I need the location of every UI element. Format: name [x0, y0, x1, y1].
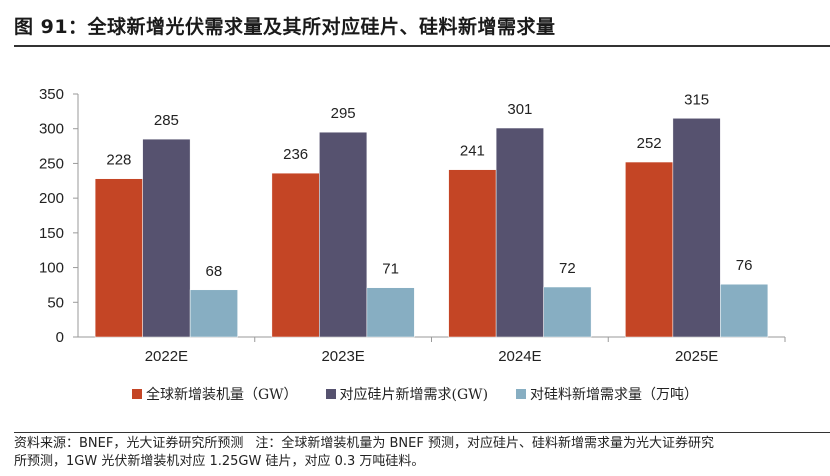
legend-item-installations: 全球新增装机量（GW）: [131, 384, 298, 404]
source-text: 资料来源：BNEF，光大证券研究所预测: [14, 436, 244, 451]
y-tick-label: 50: [47, 294, 64, 311]
chart-legend: 全球新增装机量（GW） 对应硅片新增需求(GW) 对硅料新增需求量（万吨）: [0, 384, 830, 404]
data-label: 228: [106, 152, 131, 169]
bar-installations: [448, 169, 497, 338]
legend-item-polysilicon-demand: 对硅料新增需求量（万吨）: [516, 384, 698, 404]
legend-swatch-wafer-demand: [325, 389, 336, 399]
legend-label-polysilicon-demand: 对硅料新增需求量（万吨）: [530, 387, 699, 403]
x-tick-label: 2025E: [675, 348, 718, 365]
legend-swatch-polysilicon-demand: [516, 389, 527, 399]
bar-chart: 0 50 100 150 200 250 300 350 228 285 68 2022E 236 295…: [39, 86, 786, 365]
data-label: 241: [460, 143, 485, 160]
data-label: 236: [283, 146, 308, 163]
y-tick-label: 100: [39, 260, 64, 277]
y-tick-label: 200: [39, 190, 64, 207]
legend-label-wafer-demand: 对应硅片新增需求(GW): [339, 387, 489, 403]
title-divider: [14, 45, 830, 47]
data-label: 72: [559, 260, 576, 277]
bar-wafer-demand: [672, 118, 721, 338]
data-label: 295: [331, 105, 356, 122]
data-label: 68: [206, 263, 223, 280]
note-text: 注：全球新增装机量为 BNEF 预测，对应硅片、硅料新增需求量为光大证券研究: [255, 436, 714, 451]
figure-title: 图 91：全球新增光伏需求量及其所对应硅片、硅料新增需求量: [14, 16, 556, 38]
x-tick-label: 2024E: [498, 348, 541, 365]
data-label: 315: [684, 91, 709, 108]
bar-installations: [271, 172, 320, 338]
bar-installations: [94, 178, 143, 338]
legend-item-wafer-demand: 对应硅片新增需求(GW): [325, 384, 489, 404]
x-tick-label: 2022E: [145, 348, 188, 365]
bar-polysilicon-demand: [189, 289, 238, 338]
data-label: 285: [154, 112, 179, 129]
footer-divider: [14, 432, 830, 433]
data-label: 71: [382, 261, 399, 278]
legend-label-installations: 全球新增装机量（GW）: [145, 387, 298, 403]
y-tick-label: 300: [39, 121, 64, 138]
data-label: 252: [637, 135, 662, 152]
bar-wafer-demand: [142, 138, 191, 338]
bar-wafer-demand: [319, 131, 368, 338]
x-tick-label: 2023E: [321, 348, 364, 365]
source-note: 资料来源：BNEF，光大证券研究所预测 注：全球新增装机量为 BNEF 预测，对应…: [14, 435, 824, 471]
data-label: 301: [507, 101, 532, 118]
y-tick-label: 250: [39, 155, 64, 172]
bar-wafer-demand: [495, 127, 544, 338]
bar-polysilicon-demand: [366, 287, 415, 338]
bar-polysilicon-demand: [720, 283, 769, 338]
bar-installations: [625, 161, 674, 338]
data-label: 76: [736, 257, 753, 274]
legend-swatch-installations: [131, 389, 142, 399]
y-tick-label: 350: [39, 86, 64, 103]
note-text-continued: 所预测，1GW 光伏新增装机对应 1.25GW 硅片，对应 0.3 万吨硅料。: [14, 454, 425, 469]
y-tick-label: 0: [56, 329, 64, 346]
y-tick-label: 150: [39, 225, 64, 242]
bar-polysilicon-demand: [543, 286, 592, 338]
